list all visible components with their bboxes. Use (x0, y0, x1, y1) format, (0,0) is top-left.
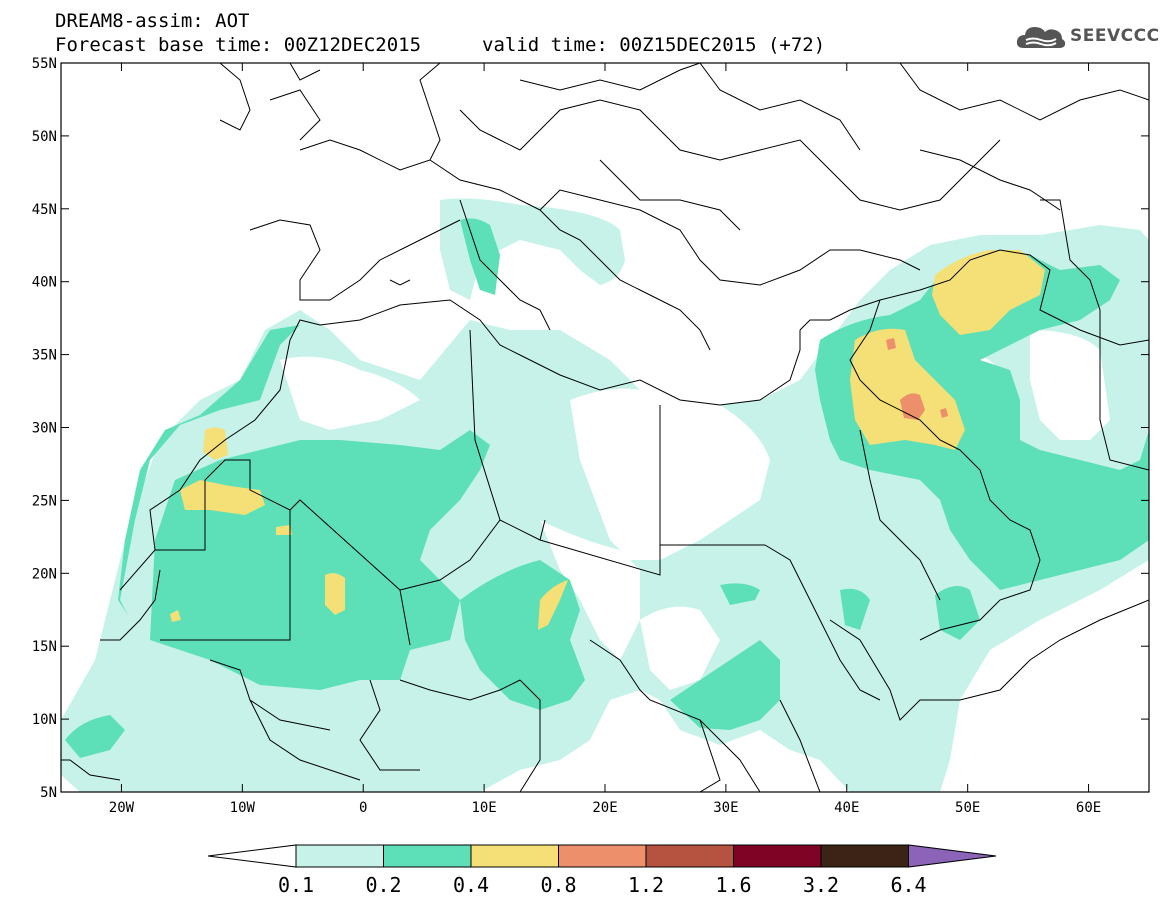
colorbar: 0.1 0.2 0.4 0.8 1.2 1.6 3.2 6.4 (207, 844, 997, 897)
lat-label: 10N (32, 712, 57, 728)
colorbar-swatch (820, 844, 909, 868)
lon-label: 0 (359, 800, 367, 816)
colorbar-label: 0.1 (278, 873, 314, 897)
seevccc-logo: SEEVCCC (1016, 22, 1160, 50)
logo-text: SEEVCCC (1070, 26, 1160, 46)
lat-label: 25N (32, 493, 57, 509)
colorbar-label: 0.2 (365, 873, 401, 897)
country-borders (61, 199, 1149, 792)
europe-borders (219, 63, 1149, 351)
map-title: DREAM8-assim: AOT (55, 10, 250, 32)
colorbar-label: 3.2 (803, 873, 839, 897)
longitude-axis: 20W 10W 0 10E 20E 30E 40E 50E 60E (109, 63, 1101, 816)
lat-label: 30N (32, 421, 57, 437)
latitude-axis: 55N 50N 45N 40N 35N 30N 25N 20N 15N 10N 5N (32, 56, 1149, 801)
lat-label: 5N (40, 785, 57, 801)
cloud-icon (1016, 27, 1066, 48)
colorbar-under-arrow (207, 844, 297, 868)
colorbar-swatch (558, 844, 647, 868)
lat-label: 40N (32, 275, 57, 291)
lon-label: 20W (109, 800, 135, 816)
lon-label: 30E (713, 800, 738, 816)
aot-field-0-1 (61, 198, 1149, 792)
aot-field-0-2 (65, 218, 1149, 758)
lat-label: 45N (32, 202, 57, 218)
colorbar-swatch (295, 844, 384, 868)
lon-label: 10W (230, 800, 256, 816)
colorbar-label: 0.4 (453, 873, 489, 897)
lon-label: 50E (955, 800, 980, 816)
colorbar-label: 0.8 (540, 873, 576, 897)
valid-time: valid time: 00Z15DEC2015 (+72) (482, 34, 826, 56)
colorbar-label: 1.2 (628, 873, 664, 897)
forecast-base-time: Forecast base time: 00Z12DEC2015 (55, 34, 422, 56)
colorbar-swatch (733, 844, 822, 868)
lon-label: 20E (592, 800, 617, 816)
lon-label: 40E (834, 800, 859, 816)
lon-label: 10E (471, 800, 496, 816)
colorbar-over-arrow (908, 844, 997, 868)
lat-label: 55N (32, 56, 57, 72)
colorbar-swatch (645, 844, 734, 868)
map-frame (60, 62, 1150, 793)
lat-label: 15N (32, 639, 57, 655)
colorbar-label: 1.6 (715, 873, 751, 897)
lon-label: 60E (1076, 800, 1101, 816)
lat-label: 20N (32, 566, 57, 582)
lat-label: 35N (32, 348, 57, 364)
colorbar-swatch (470, 844, 559, 868)
colorbar-label: 6.4 (890, 873, 926, 897)
colorbar-swatch (383, 844, 472, 868)
lat-label: 50N (32, 129, 57, 145)
aot-field-0-8 (886, 338, 948, 420)
aot-gaps (280, 330, 1110, 690)
aot-field-0-4 (170, 250, 1045, 630)
